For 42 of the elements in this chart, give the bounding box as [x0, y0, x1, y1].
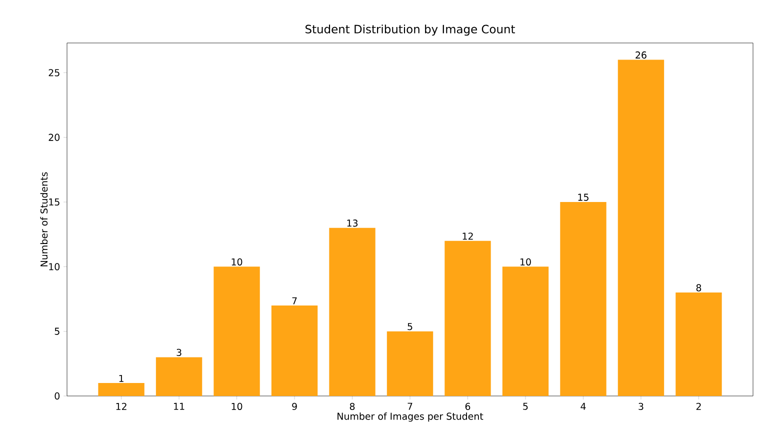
data-label: 12	[462, 232, 473, 240]
data-label: 7	[292, 297, 297, 304]
bar	[271, 305, 318, 396]
data-label: 3	[176, 348, 182, 356]
x-tick-label: 3	[638, 402, 644, 410]
bar	[560, 202, 606, 396]
x-tick-label: 6	[465, 402, 470, 410]
bar	[156, 357, 202, 396]
chart-title: Student Distribution by Image Count	[306, 24, 515, 36]
data-label: 5	[408, 323, 412, 330]
x-tick-label: 7	[408, 402, 412, 410]
bar	[676, 292, 722, 396]
data-label: 15	[578, 194, 588, 201]
y-axis-title: Number of Students	[40, 172, 48, 266]
data-label: 13	[347, 220, 358, 227]
bar	[502, 266, 549, 396]
bar	[329, 228, 376, 396]
data-label: 26	[636, 51, 646, 59]
bar	[386, 331, 434, 396]
bar	[214, 266, 260, 396]
x-tick-label: 12	[116, 402, 126, 410]
y-tick-label: 10	[49, 263, 60, 270]
y-tick-label: 15	[49, 198, 60, 206]
data-label: 10	[520, 258, 531, 266]
bar	[98, 383, 144, 396]
x-tick-label: 5	[523, 402, 528, 410]
data-label: 1	[119, 374, 124, 382]
x-tick-label: 9	[292, 402, 297, 410]
x-tick-label: 4	[580, 402, 586, 410]
y-tick-label: 20	[48, 134, 60, 141]
y-tick-label: 5	[54, 328, 60, 335]
bar	[618, 60, 664, 396]
x-tick-label: 8	[350, 402, 355, 410]
y-tick-label: 25	[48, 69, 60, 76]
data-label: 10	[232, 258, 242, 266]
x-tick-label: 10	[232, 402, 242, 410]
x-axis-title: Number of Images per Student	[338, 412, 484, 422]
y-tick-label: 0	[54, 392, 60, 400]
x-tick-label: 2	[696, 402, 701, 410]
x-tick-label: 11	[174, 402, 184, 410]
bar	[444, 240, 491, 396]
data-label: 8	[696, 284, 702, 292]
